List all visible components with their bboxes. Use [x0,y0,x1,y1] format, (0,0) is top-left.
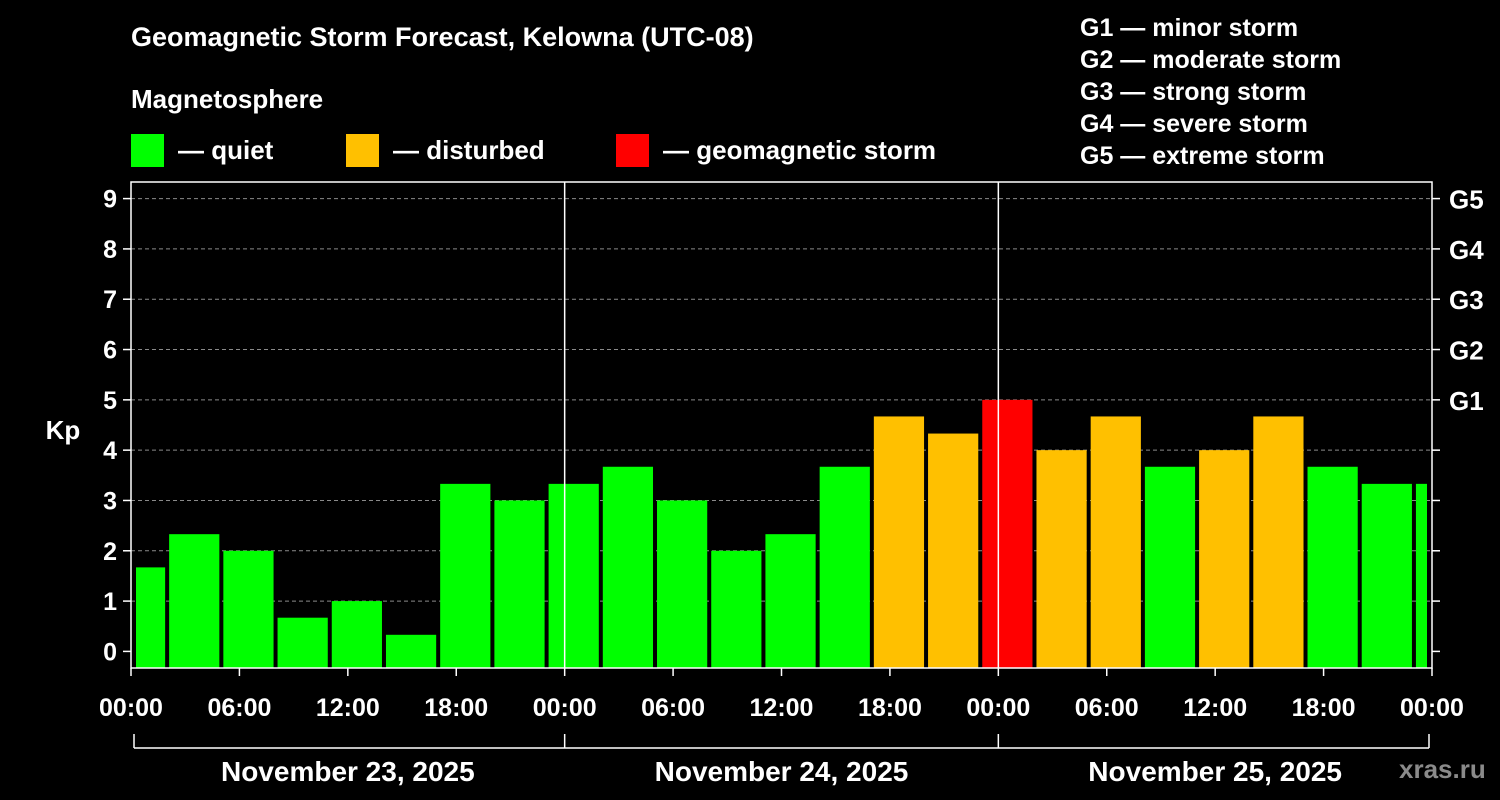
storm-scale-g5: G5 — extreme storm [1080,142,1325,170]
kp-bar-24 [1415,483,1427,668]
x-tick-label-6: 12:00 [750,694,814,722]
day-label-1: November 24, 2025 [655,756,909,787]
kp-bar-20 [1199,450,1250,668]
x-tick-label-5: 06:00 [641,694,705,722]
storm-scale-g4: G4 — severe storm [1080,110,1308,138]
right-tick-label-g3: G3 [1449,285,1484,315]
x-tick-label-1: 06:00 [207,694,271,722]
storm-scale-g3: G3 — strong storm [1080,78,1307,106]
kp-bar-9 [602,466,654,668]
kp-bar-8 [548,483,599,668]
x-tick-label-11: 18:00 [1292,694,1356,722]
legend-label-disturbed: — disturbed [393,134,545,165]
storm-scale-g1: G1 — minor storm [1080,14,1299,42]
x-tick-label-12: 00:00 [1400,694,1464,722]
x-tick-label-3: 18:00 [424,694,488,722]
magnetosphere-label: Magnetosphere [131,84,324,114]
kp-bar-14 [873,416,925,668]
y-tick-label-0: 0 [103,638,117,666]
y-tick-label-9: 9 [103,186,117,214]
kp-bar-12 [765,534,816,668]
y-tick-label-3: 3 [103,487,117,515]
x-tick-label-0: 00:00 [99,694,163,722]
kp-bar-3 [277,617,328,668]
y-tick-label-4: 4 [103,437,117,465]
x-tick-label-4: 00:00 [533,694,597,722]
kp-bar-2 [223,550,274,668]
legend-storm: — geomagnetic storm [616,133,936,167]
kp-bar-0 [136,567,166,668]
right-tick-label-g4: G4 [1449,235,1484,265]
chart-title: Geomagnetic Storm Forecast, Kelowna (UTC… [131,22,754,52]
x-tick-label-10: 12:00 [1183,694,1247,722]
y-tick-label-6: 6 [103,337,117,365]
legend-swatch-quiet [131,133,164,167]
legend-quiet: — quiet [131,133,273,167]
kp-bar-21 [1253,416,1304,668]
right-tick-label-g1: G1 [1449,386,1484,416]
legend-swatch-storm [616,133,649,167]
y-tick-label-2: 2 [103,538,117,566]
y-tick-label-8: 8 [103,236,117,264]
kp-bar-23 [1361,483,1412,668]
legend-swatch-disturbed [346,133,379,167]
y-tick-label-7: 7 [103,286,117,314]
storm-scale-g2: G2 — moderate storm [1080,46,1342,74]
y-tick-label-1: 1 [103,588,117,616]
x-tick-label-8: 00:00 [966,694,1030,722]
x-tick-label-9: 06:00 [1075,694,1139,722]
day-label-2: November 25, 2025 [1088,756,1342,787]
watermark: xras.ru [1399,754,1486,784]
x-tick-label-2: 12:00 [316,694,380,722]
legend-disturbed: — disturbed [346,133,545,167]
kp-bar-5 [385,634,437,668]
x-tick-label-7: 18:00 [858,694,922,722]
kp-bar-4 [331,601,382,668]
y-axis-label: Kp [46,415,81,445]
legend-label-storm: — geomagnetic storm [663,134,937,165]
kp-bar-22 [1307,466,1358,668]
kp-bar-1 [169,534,220,668]
day-label-0: November 23, 2025 [221,756,475,787]
kp-bar-13 [819,466,870,668]
kp-bar-10 [657,500,708,668]
right-tick-label-g2: G2 [1449,336,1484,366]
y-tick-label-5: 5 [103,387,117,415]
kp-bar-18 [1090,416,1141,668]
kp-bar-6 [440,483,491,668]
kp-bar-7 [494,500,545,668]
kp-bar-17 [1036,450,1087,668]
kp-bar-19 [1144,466,1196,668]
storm-scale-list: G1 — minor storm G2 — moderate storm G3 … [1080,12,1341,172]
kp-bar-11 [711,550,762,668]
kp-bar-15 [928,433,979,668]
legend-label-quiet: — quiet [178,134,274,165]
right-tick-label-g5: G5 [1449,185,1484,215]
kp-bar-16 [982,399,1033,668]
